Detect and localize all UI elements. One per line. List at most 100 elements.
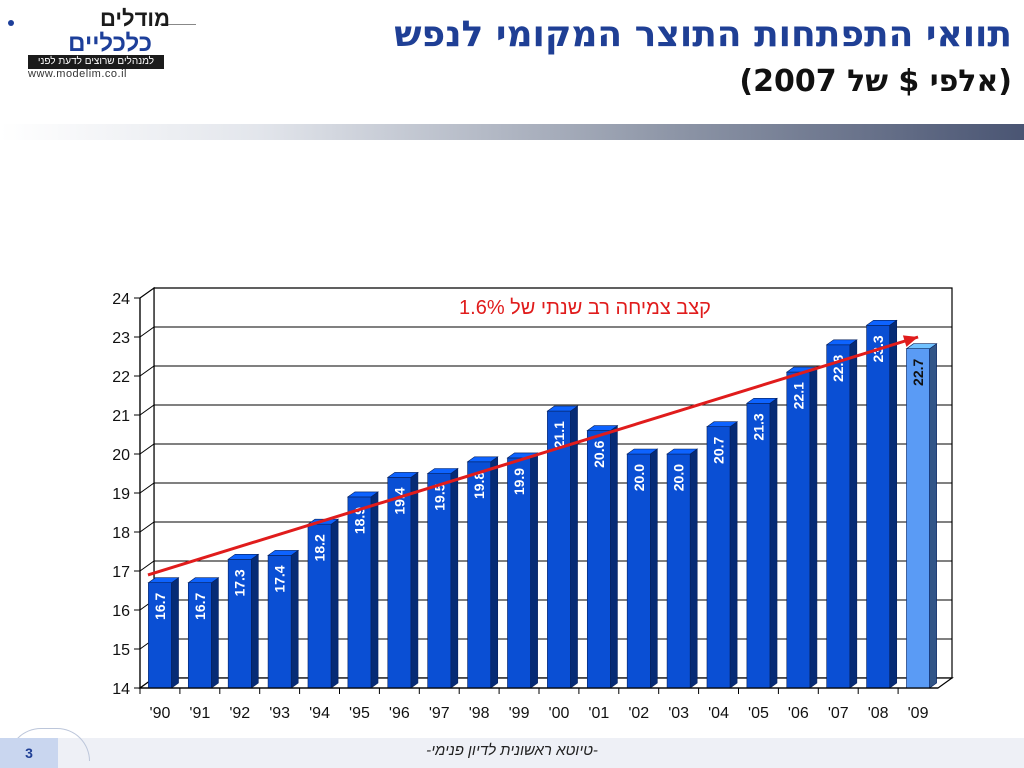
y-tick-label: 20 — [112, 447, 130, 464]
y-tick-label: 17 — [112, 564, 130, 581]
x-tick-label: '02 — [628, 705, 649, 722]
footer-bar — [0, 738, 1024, 768]
bar-top — [227, 553, 260, 560]
bar-top — [745, 397, 778, 404]
bar-side — [370, 491, 379, 689]
x-tick-label: '97 — [429, 705, 450, 722]
logo-dot — [8, 20, 14, 26]
bar-side — [211, 577, 219, 689]
x-tick-label: '94 — [309, 705, 330, 722]
bar-side — [849, 339, 858, 689]
bar-top — [626, 448, 659, 455]
bar-data-label: 22.7 — [910, 358, 926, 385]
bar-side — [809, 366, 818, 689]
y-tick-label: 16 — [112, 603, 130, 620]
bar — [547, 410, 571, 689]
bar — [866, 324, 891, 689]
bar-top — [825, 339, 858, 346]
bar-data-label: 19.5 — [431, 483, 447, 510]
growth-annotation: קצב צמיחה רב שנתי של 1.6% — [459, 297, 711, 319]
slide-title: תוואי התפתחות התוצר המקומי לנפש — [394, 14, 1012, 55]
bar — [706, 426, 731, 689]
bar-data-label: 20.0 — [671, 464, 687, 491]
bar-side — [650, 448, 658, 689]
bar-top — [386, 472, 419, 478]
x-tick-label: '08 — [868, 705, 889, 722]
page-number: 3 — [0, 738, 58, 768]
bar-data-label: 17.3 — [232, 569, 248, 596]
x-tick-label: '03 — [668, 705, 689, 722]
bar-top — [466, 456, 499, 463]
y-tick-label: 19 — [112, 486, 130, 503]
bar — [906, 348, 930, 689]
x-tick-label: '06 — [788, 705, 809, 722]
x-axis-ticks: '90 '91 '92 '93 '94 '95 '96 '97 '98 '99 '00 '01 '02 '… — [139, 687, 938, 722]
bar-side — [610, 425, 618, 689]
gridline — [139, 326, 952, 338]
bar-side — [490, 456, 499, 689]
bar-top — [426, 468, 459, 474]
bar-data-label: 19.9 — [511, 468, 527, 495]
bar-side — [290, 549, 299, 689]
bar-top — [546, 405, 579, 412]
bar-data-label: 21.1 — [551, 421, 567, 448]
bar-top — [586, 425, 619, 431]
y-tick-label: 15 — [112, 642, 130, 659]
x-tick-label: '91 — [189, 705, 210, 722]
bar — [746, 402, 771, 689]
gridline — [139, 365, 952, 377]
x-tick-label: '96 — [389, 705, 410, 722]
logo-rule — [160, 24, 196, 25]
bar-data-label: 16.7 — [192, 592, 208, 619]
chart-bars: 16.7 16.7 17.3 17.4 18.2 18.9 19.4 19.5 19.8 19.9… — [147, 319, 938, 689]
y-tick-label: 18 — [112, 525, 130, 542]
x-tick-label: '95 — [349, 705, 370, 722]
y-tick-label: 23 — [112, 330, 130, 347]
bar-data-label: 20.0 — [631, 464, 647, 491]
bar-side — [769, 397, 778, 689]
logo-url: www.modelim.co.il — [28, 68, 127, 80]
logo: מודלים כלכליים למנהלים שרוצים לדעת לפני … — [8, 6, 196, 80]
bar-data-label: 18.2 — [312, 534, 328, 561]
bar-top — [865, 319, 898, 326]
y-tick-label: 21 — [112, 408, 130, 425]
x-tick-label: '93 — [269, 705, 290, 722]
x-tick-label: '92 — [229, 705, 250, 722]
logo-tagline: למנהלים שרוצים לדעת לפני — [28, 55, 164, 69]
bar-side — [689, 448, 698, 689]
x-tick-label: '05 — [748, 705, 769, 722]
bar-side — [171, 577, 179, 689]
logo-word-2: כלכליים — [68, 30, 152, 57]
trend-arrow — [147, 335, 919, 577]
bar-side — [929, 343, 937, 689]
bar-side — [450, 467, 459, 689]
bar-top — [346, 491, 379, 498]
x-tick-label: '90 — [150, 705, 171, 722]
bar-data-label: 20.7 — [711, 436, 727, 463]
bar-side — [251, 553, 259, 689]
bar — [786, 371, 811, 689]
bar — [586, 430, 611, 689]
bar-data-label: 22.1 — [790, 382, 806, 409]
y-axis-ticks: 14 15 16 17 18 19 20 21 22 23 24 — [112, 291, 141, 698]
bar-top — [666, 448, 699, 455]
y-tick-label: 24 — [112, 291, 130, 308]
bar-side — [889, 319, 898, 689]
logo-word-1: מודלים — [99, 6, 170, 31]
bar-top — [267, 550, 300, 556]
footer-note: -טיוטא ראשונית לדיון פנימי- — [426, 742, 598, 759]
bar-side — [410, 471, 419, 689]
bar-data-label: 19.8 — [471, 472, 487, 499]
bar-data-label: 21.3 — [750, 413, 766, 440]
gridline — [139, 404, 952, 416]
gridline — [139, 443, 952, 455]
x-tick-label: '09 — [908, 705, 929, 722]
x-tick-label: '01 — [588, 705, 609, 722]
bar-side — [570, 405, 578, 689]
bar-data-label: 20.6 — [591, 440, 607, 467]
bar-top — [147, 577, 180, 584]
bar-side — [729, 421, 738, 689]
bar-top — [187, 577, 220, 584]
bar-top — [706, 421, 739, 428]
